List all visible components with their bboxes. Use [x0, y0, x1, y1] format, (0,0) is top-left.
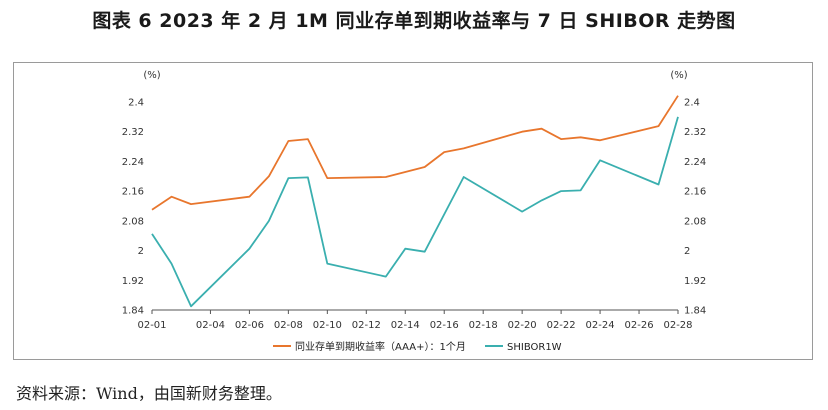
axes: 1.84 1.84 1.92 1.92 2 2 2.08 2.08 2.16 2.16 2.24 2.…: [122, 98, 707, 332]
legend-label-2: SHIBOR1W: [507, 342, 562, 353]
x-tick-label: 02-26: [625, 320, 654, 331]
chart-title: 图表 6 2023 年 2 月 1M 同业存单到期收益率与 7 日 SHIBOR…: [92, 10, 736, 32]
series-line-2: [151, 116, 679, 308]
y-tick-label-right: 2.16: [684, 187, 706, 198]
y-tick-label-left: 2.08: [122, 216, 144, 227]
x-tick-label: 02-06: [235, 320, 264, 331]
legend: 同业存单到期收益率（AAA+）：1个月 SHIBOR1W: [273, 340, 562, 353]
x-tick-label: 02-10: [313, 320, 342, 331]
line-chart: (%) (%) 1.84 1.84 1.92 1.92 2 2 2.08 2.08 2.16 2.…: [122, 70, 707, 353]
y-tick-label-right: 2.08: [684, 216, 706, 227]
y-tick-label-right: 2: [684, 246, 690, 257]
chart-frame: [13, 62, 813, 360]
x-tick-label: 02-24: [586, 320, 615, 331]
y-tick-label-right: 2.4: [684, 98, 700, 109]
y-tick-label-left: 2.24: [122, 157, 144, 168]
source-note: 资料来源：Wind，由国新财务整理。: [16, 384, 282, 403]
x-tick-label: 02-12: [352, 320, 381, 331]
x-tick-label: 02-08: [274, 320, 303, 331]
x-tick-label: 02-01: [137, 320, 166, 331]
x-tick-label: 02-04: [196, 320, 225, 331]
x-tick-label: 02-22: [547, 320, 576, 331]
x-tick-label: 02-18: [469, 320, 498, 331]
y-tick-label-left: 2.32: [122, 127, 144, 138]
y-tick-label-right: 1.84: [684, 306, 706, 317]
y-tick-label-right: 1.92: [684, 276, 706, 287]
y-tick-label-left: 1.84: [122, 306, 144, 317]
y-unit-right: (%): [670, 70, 687, 81]
y-tick-label-right: 2.32: [684, 127, 706, 138]
y-tick-label-right: 2.24: [684, 157, 706, 168]
series-lines: [151, 95, 679, 308]
x-tick-label: 02-28: [663, 320, 692, 331]
y-tick-label-left: 2: [138, 246, 144, 257]
y-unit-left: (%): [143, 70, 160, 81]
y-tick-label-left: 2.4: [128, 98, 144, 109]
legend-label-1: 同业存单到期收益率（AAA+）：1个月: [295, 340, 466, 353]
x-tick-label: 02-16: [430, 320, 459, 331]
y-tick-label-left: 1.92: [122, 276, 144, 287]
series-line-1: [151, 95, 679, 211]
y-tick-label-left: 2.16: [122, 187, 144, 198]
x-tick-label: 02-14: [391, 320, 420, 331]
x-tick-label: 02-20: [508, 320, 537, 331]
